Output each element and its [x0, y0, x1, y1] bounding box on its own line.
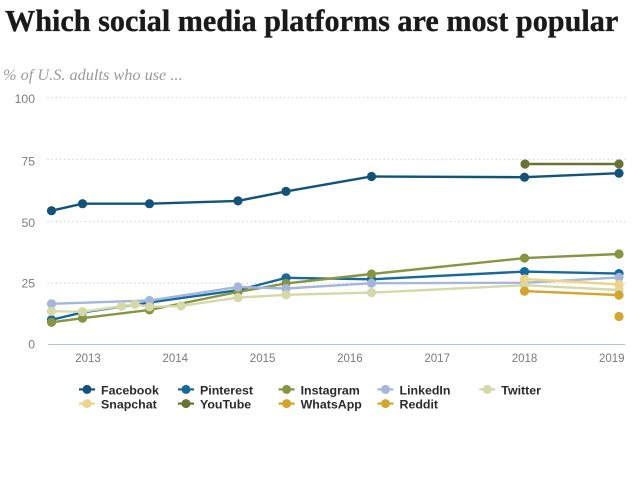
svg-text:2019: 2019	[599, 353, 625, 365]
svg-text:Snapchat: Snapchat	[101, 398, 157, 412]
svg-text:Twitter: Twitter	[501, 383, 541, 397]
svg-text:2018: 2018	[512, 353, 538, 365]
svg-text:WhatsApp: WhatsApp	[301, 398, 363, 412]
svg-text:YouTube: YouTube	[200, 398, 251, 412]
svg-text:0: 0	[28, 338, 35, 352]
svg-text:Pinterest: Pinterest	[200, 383, 253, 397]
svg-text:2014: 2014	[163, 353, 189, 365]
svg-text:Reddit: Reddit	[400, 398, 439, 412]
svg-text:2017: 2017	[424, 353, 450, 365]
svg-text:50: 50	[21, 216, 35, 230]
svg-text:2016: 2016	[337, 353, 363, 365]
svg-text:100: 100	[15, 92, 36, 106]
svg-text:2013: 2013	[75, 353, 101, 365]
svg-text:Instagram: Instagram	[301, 383, 360, 397]
svg-text:75: 75	[21, 154, 35, 168]
svg-text:2015: 2015	[250, 353, 276, 365]
svg-text:25: 25	[21, 277, 35, 291]
svg-text:LinkedIn: LinkedIn	[400, 383, 451, 397]
svg-text:Facebook: Facebook	[101, 383, 159, 397]
